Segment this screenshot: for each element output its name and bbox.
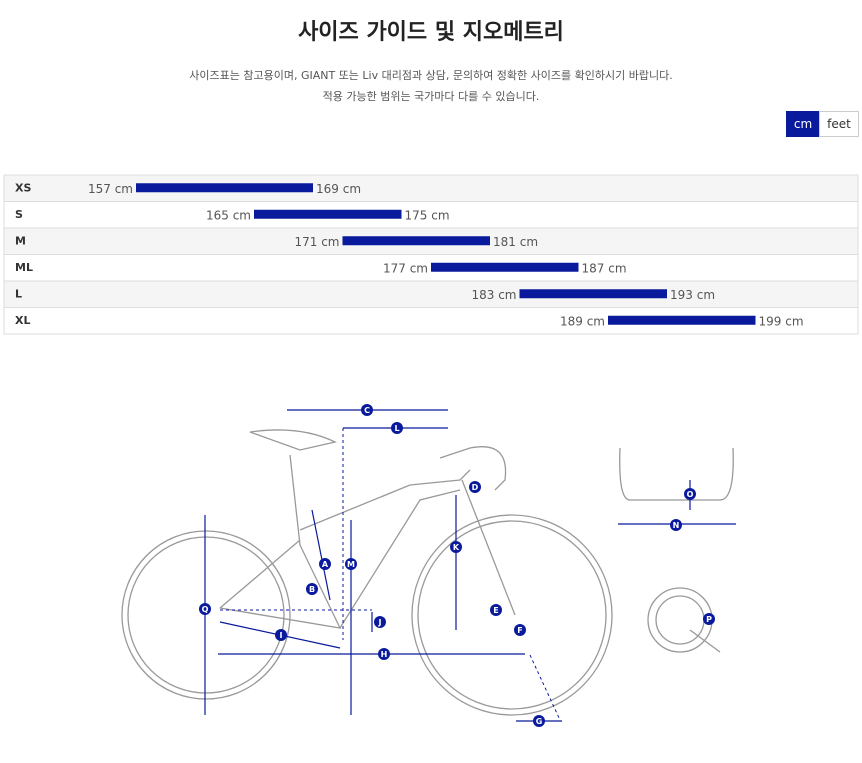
- geometry-letter: M: [347, 560, 355, 569]
- size-label: XL: [15, 314, 31, 327]
- geometry-letter: O: [687, 490, 694, 499]
- geometry-marker: [275, 629, 287, 641]
- size-label: M: [15, 234, 26, 247]
- geometry-letter: B: [309, 585, 315, 594]
- min-label: 171 cm: [294, 235, 339, 249]
- min-label: 165 cm: [206, 208, 251, 222]
- bike-drawing: [121, 429, 734, 716]
- geometry-letter: J: [378, 618, 382, 627]
- min-label: 177 cm: [383, 261, 428, 275]
- range-bar: [431, 262, 579, 272]
- geometry-marker: [199, 603, 211, 615]
- geometry-letter: K: [453, 543, 460, 552]
- size-label: ML: [15, 261, 33, 274]
- geometry-marker: [391, 422, 403, 434]
- max-label: 199 cm: [759, 314, 804, 328]
- geometry-marker: [684, 488, 696, 500]
- geometry-marker: [378, 648, 390, 660]
- geometry-letter: G: [536, 717, 543, 726]
- dimension-arrows: [204, 409, 736, 722]
- geometry-letter: C: [364, 406, 370, 415]
- geometry-letter: D: [472, 483, 479, 492]
- geometry-marker: [374, 616, 386, 628]
- geometry-marker: [345, 558, 357, 570]
- max-label: 187 cm: [582, 261, 627, 275]
- geometry-letter: A: [322, 560, 329, 569]
- note: 적용 가능한 범위는 국가마다 다를 수 있습니다.: [322, 90, 540, 103]
- geometry-marker: [670, 519, 682, 531]
- geometry-letter: L: [394, 424, 399, 433]
- geometry-marker: [703, 613, 715, 625]
- geometry-letter: H: [381, 650, 388, 659]
- geometry-letter: N: [673, 521, 680, 530]
- geometry-letter: P: [706, 615, 712, 624]
- geometry-letter: I: [280, 631, 283, 640]
- max-label: 169 cm: [316, 182, 361, 196]
- min-label: 157 cm: [88, 182, 133, 196]
- max-label: 193 cm: [670, 288, 715, 302]
- min-label: 189 cm: [560, 314, 605, 328]
- table-row: [3, 174, 859, 202]
- unit-button[interactable]: feet: [819, 111, 859, 137]
- geometry-marker: [450, 541, 462, 553]
- table-row: [3, 280, 859, 308]
- size-label: XS: [15, 181, 31, 194]
- range-bar: [608, 315, 756, 325]
- geometry-letter: E: [493, 606, 498, 615]
- geometry-marker: [490, 604, 502, 616]
- geometry-marker: [469, 481, 481, 493]
- title: 사이즈 가이드 및 지오메트리: [298, 20, 564, 45]
- size-label: S: [15, 208, 23, 221]
- size-label: L: [15, 287, 22, 300]
- geometry-marker: [306, 583, 318, 595]
- max-label: 175 cm: [405, 208, 450, 222]
- range-bar: [254, 209, 402, 219]
- note: 사이즈표는 참고용이며, GIANT 또는 Liv 대리점과 상담, 문의하여 …: [189, 69, 673, 82]
- geometry-letter: Q: [202, 605, 209, 614]
- range-bar: [136, 183, 313, 193]
- geometry-marker: [319, 558, 331, 570]
- geometry-letter: F: [517, 626, 522, 635]
- range-bar: [342, 236, 490, 246]
- max-label: 181 cm: [493, 235, 538, 249]
- min-label: 183 cm: [471, 288, 516, 302]
- table-row: [3, 201, 859, 229]
- geometry-marker: [514, 624, 526, 636]
- range-bar: [519, 289, 667, 299]
- geometry-marker: [361, 404, 373, 416]
- dimension-lines: [220, 428, 561, 721]
- geometry-marker: [533, 715, 545, 727]
